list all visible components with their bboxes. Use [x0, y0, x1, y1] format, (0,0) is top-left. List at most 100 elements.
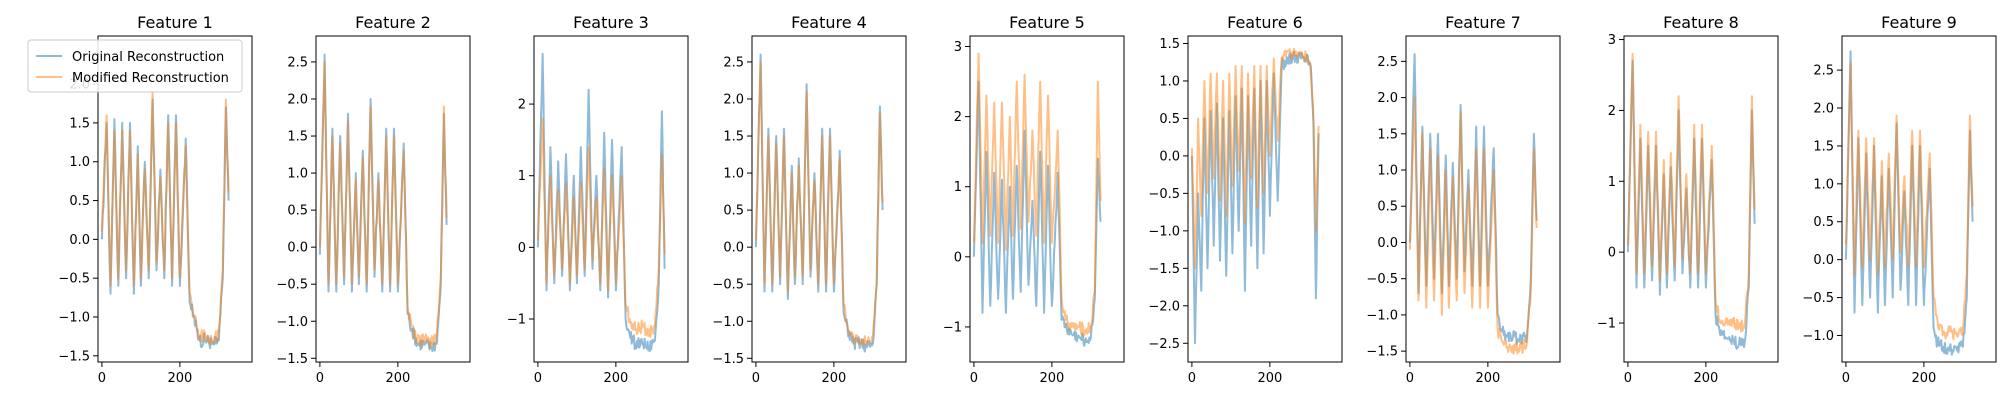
panel-title: Feature 9: [1881, 13, 1957, 32]
y-tick-label: 0.0: [1159, 149, 1180, 164]
y-tick-label: −0.5: [58, 272, 90, 287]
x-tick-label: 200: [385, 371, 410, 386]
y-tick-label: 0.5: [69, 194, 90, 209]
axes-frame: [969, 35, 1125, 363]
y-tick-label: −1.5: [1366, 345, 1398, 360]
x-tick-label: 200: [1039, 371, 1064, 386]
panel-title: Feature 6: [1227, 13, 1303, 32]
panel-8: Feature 8 0 200 −1 0 1 2 3: [1597, 13, 1779, 386]
series-modified-line: [318, 60, 448, 350]
panel-title: Feature 3: [573, 13, 649, 32]
axes-frame: [315, 35, 471, 363]
x-tick-label: 0: [1406, 371, 1414, 386]
y-tick-label: −0.5: [1802, 291, 1834, 306]
legend-label-modified: Modified Reconstruction: [72, 71, 229, 86]
legend-label-original: Original Reconstruction: [72, 50, 224, 65]
y-tick-label: 1.5: [69, 116, 90, 131]
axes-frame: [1623, 35, 1779, 363]
y-tick-label: −1.0: [1802, 329, 1834, 344]
panel-3: Feature 3 0 200 −1 0 1 2: [507, 13, 689, 386]
x-tick-label: 0: [1842, 371, 1850, 386]
y-tick-label: −1: [1597, 317, 1616, 332]
x-tick-label: 200: [167, 371, 192, 386]
y-tick-label: 1.5: [723, 130, 744, 145]
y-tick-label: 0.0: [69, 233, 90, 248]
y-tick-label: 0.0: [723, 241, 744, 256]
y-tick-label: −1.5: [58, 349, 90, 364]
series-modified-line: [1626, 52, 1756, 333]
y-tick-label: −1.0: [1148, 224, 1180, 239]
y-tick-label: −1: [507, 313, 526, 328]
panel-2: Feature 2 0 200 −1.5 −1.0 −0.5 0.0 0.5 1.0 1.5 2.0…: [276, 13, 471, 386]
y-tick-label: 1: [518, 169, 526, 184]
panel-6: Feature 6 0 200 −2.5 −2.0 −1.5 −1.0 −0.5 0.0 0.5 1…: [1148, 13, 1343, 386]
legend-frame: [27, 39, 243, 93]
y-tick-label: 1.5: [287, 130, 308, 145]
axes-frame: [97, 35, 253, 363]
x-tick-label: 200: [1475, 371, 1500, 386]
series-modified-line: [1408, 96, 1538, 355]
x-tick-label: 0: [970, 371, 978, 386]
series-modified-line: [754, 60, 884, 346]
y-tick-label: 0.5: [287, 204, 308, 219]
y-tick-label: 1.0: [69, 155, 90, 170]
axes-frame: [533, 35, 689, 363]
y-tick-label: 3: [1608, 33, 1616, 48]
axes-frame: [751, 35, 907, 363]
y-tick-label: 0.5: [1813, 215, 1834, 230]
y-tick-label: 2.0: [723, 92, 744, 107]
y-tick-label: 1.0: [1813, 177, 1834, 192]
x-tick-label: 0: [1624, 371, 1632, 386]
y-tick-label: 3: [954, 40, 962, 55]
y-tick-label: 1.5: [1813, 139, 1834, 154]
y-tick-label: 0: [954, 250, 962, 265]
y-tick-label: 1.5: [1377, 127, 1398, 142]
y-tick-label: 2.5: [723, 55, 744, 70]
y-tick-label: −1.0: [58, 310, 90, 325]
y-tick-label: 0: [1608, 246, 1616, 261]
x-tick-label: 200: [1693, 371, 1718, 386]
legend: Original Reconstruction Modified Reconst…: [27, 39, 243, 93]
series-original-line: [972, 80, 1102, 347]
x-tick-label: 0: [1188, 371, 1196, 386]
y-tick-label: 2: [1608, 104, 1616, 119]
y-tick-label: −1.5: [276, 352, 308, 367]
series-modified-line: [536, 117, 666, 338]
panel-title: Feature 8: [1663, 13, 1739, 32]
y-tick-label: 1: [1608, 175, 1616, 190]
y-tick-label: −2.0: [1148, 299, 1180, 314]
y-tick-label: 1: [954, 180, 962, 195]
series-original-line: [1190, 50, 1320, 345]
y-tick-label: 2: [954, 110, 962, 125]
axes-frame: [1841, 35, 1997, 363]
axes-frame: [1187, 35, 1343, 363]
x-tick-label: 0: [98, 371, 106, 386]
y-tick-label: 1.0: [723, 167, 744, 182]
panel-5: Feature 5 0 200 −1 0 1 2 3: [943, 13, 1125, 386]
y-tick-label: −0.5: [1148, 187, 1180, 202]
x-tick-label: 0: [534, 371, 542, 386]
y-tick-label: −2.5: [1148, 337, 1180, 352]
y-tick-label: 0.5: [1377, 200, 1398, 215]
axes-frame: [1405, 35, 1561, 363]
y-tick-label: 0: [518, 241, 526, 256]
y-tick-label: −1: [943, 320, 962, 335]
y-tick-label: −0.5: [712, 278, 744, 293]
y-tick-label: 1.0: [1159, 74, 1180, 89]
series-modified-line: [1844, 61, 1974, 341]
series-modified-line: [1190, 47, 1320, 270]
panel-title: Feature 5: [1009, 13, 1085, 32]
panel-9: Feature 9 0 200 −1.0 −0.5 0.0 0.5 1.0 1.5 2.0 2.5: [1802, 13, 1997, 386]
y-tick-label: −1.0: [276, 315, 308, 330]
panel-title: Feature 2: [355, 13, 431, 32]
y-tick-label: 0.0: [1377, 236, 1398, 251]
y-tick-label: 2.5: [1377, 55, 1398, 70]
x-tick-label: 0: [752, 371, 760, 386]
y-tick-label: −0.5: [1366, 272, 1398, 287]
panel-title: Feature 4: [791, 13, 867, 32]
panels: Feature 10200−1.5−1.0−0.50.00.51.01.52.0…: [58, 13, 1997, 386]
panel-title: Feature 7: [1445, 13, 1521, 32]
y-tick-label: −0.5: [276, 278, 308, 293]
y-tick-label: 2.0: [287, 92, 308, 107]
